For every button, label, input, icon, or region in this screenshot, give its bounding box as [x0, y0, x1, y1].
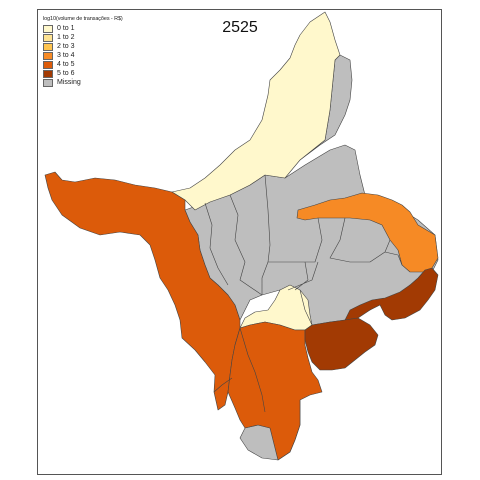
legend-item-2-to-3: 2 to 3 [43, 42, 123, 51]
legend-label: Missing [57, 78, 81, 86]
region-5-to-6-south [304, 317, 379, 371]
legend-label: 2 to 3 [57, 42, 75, 50]
legend-label: 1 to 2 [57, 33, 75, 41]
legend-item-0-to-1: 0 to 1 [43, 24, 123, 33]
legend-swatch [43, 69, 53, 78]
legend-swatch [43, 78, 53, 87]
region-4-to-5-south [227, 321, 323, 461]
legend-swatch [43, 51, 53, 60]
map-legend: log10(volume de transações - R$) 0 to 1 … [43, 16, 123, 87]
legend-item-3-to-4: 3 to 4 [43, 51, 123, 60]
legend-item-4-to-5: 4 to 5 [43, 60, 123, 69]
legend-swatch [43, 42, 53, 51]
legend-swatch [43, 33, 53, 42]
region-5-to-6-east [344, 267, 439, 321]
legend-label: 4 to 5 [57, 60, 75, 68]
legend-item-1-to-2: 1 to 2 [43, 33, 123, 42]
legend-swatch [43, 60, 53, 69]
legend-swatch [43, 24, 53, 33]
municipal-boundaries [204, 174, 403, 413]
legend-label: 3 to 4 [57, 51, 75, 59]
legend-title: log10(volume de transações - R$) [43, 16, 123, 22]
legend-label: 0 to 1 [57, 24, 75, 32]
legend-item-missing: Missing [43, 78, 123, 87]
map-title: 2525 [222, 19, 258, 36]
legend-item-5-to-6: 5 to 6 [43, 69, 123, 78]
legend-label: 5 to 6 [57, 69, 75, 77]
